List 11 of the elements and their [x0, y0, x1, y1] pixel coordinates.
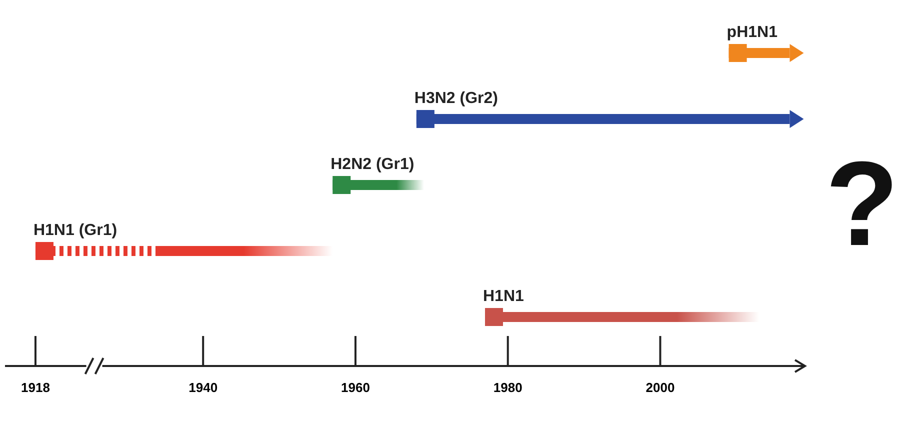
x-tick-label: 1980 — [493, 380, 522, 395]
annotation: H3N2 (Gr2) — [414, 90, 498, 107]
annotation: H2N2 (Gr1) — [330, 156, 414, 173]
annotation: H1N1 (Gr1) — [33, 222, 118, 239]
x-tick-label: 1960 — [341, 380, 370, 395]
x-tick-label: 1940 — [188, 380, 218, 395]
x-tick-label: 1918 — [21, 380, 50, 395]
annotation: H1N1 — [483, 288, 524, 305]
annotation: pH1N1 — [726, 24, 778, 41]
text: ? — [825, 137, 899, 271]
x-tick-label: 2000 — [646, 380, 675, 395]
